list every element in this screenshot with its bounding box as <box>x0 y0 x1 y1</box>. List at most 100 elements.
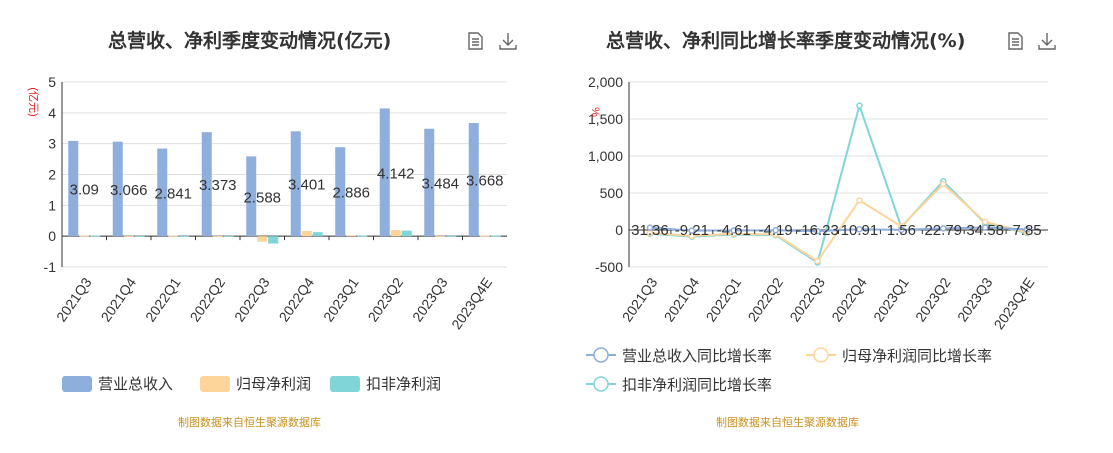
x-tick-label: 2023Q3 <box>409 274 451 324</box>
x-tick-label: 2021Q4 <box>661 274 703 324</box>
bar-3 <box>401 230 412 237</box>
x-tick-label: 2021Q3 <box>53 274 95 324</box>
data-point <box>814 257 821 265</box>
data-label: 4.142 <box>377 165 415 182</box>
data-label: 3.484 <box>421 175 459 192</box>
legend-swatch <box>330 376 360 392</box>
bar-3 <box>179 235 190 237</box>
data-label: 1.56 <box>887 222 916 239</box>
bar-chart: -1 0 1 2 3 4 5 (亿元) 3.09 3.066 2.841 3.373 2.588 3.40… <box>27 74 507 393</box>
download-icon[interactable] <box>1036 30 1058 52</box>
bar-1 <box>379 108 390 237</box>
data-label: 31.36 <box>631 222 669 239</box>
y-axis-label: % <box>589 107 601 117</box>
x-tick-label: 2023Q2 <box>365 274 407 324</box>
y-tick-label: 1,500 <box>588 111 623 127</box>
legend-label: 归母净利润 <box>236 376 311 393</box>
x-tick-label: 2022Q3 <box>786 274 828 324</box>
data-point <box>772 227 779 234</box>
bar-1 <box>112 141 123 237</box>
data-point <box>898 226 905 234</box>
data-point <box>646 224 654 231</box>
bar-1 <box>68 140 79 237</box>
data-point <box>856 102 863 109</box>
data-label: 7.85 <box>1012 222 1041 239</box>
bar-3 <box>90 235 101 237</box>
bar-1 <box>157 148 168 237</box>
data-label: 2.841 <box>154 185 192 202</box>
source-note: 制图数据来自恒生聚源数据库 <box>178 416 321 429</box>
x-tick-label: 2022Q1 <box>703 274 745 324</box>
growth-rate-panel: 总营收、净利同比增长率季度变动情况(%) -500 0 500 1,000 1,500 2… <box>556 0 1113 453</box>
data-label: 3.373 <box>199 177 237 194</box>
y-tick-label: 2 <box>48 167 56 183</box>
data-point <box>730 227 737 234</box>
bar-3 <box>268 236 279 244</box>
x-tick-label: 2022Q1 <box>142 274 184 324</box>
legend-label: 营业总收入 <box>98 376 173 393</box>
x-tick-label: 2023Q2 <box>912 274 954 324</box>
bar-2 <box>212 235 223 237</box>
x-tick-label: 2022Q4 <box>276 274 318 324</box>
data-label: 3.09 <box>70 182 99 199</box>
bar-3 <box>446 235 457 237</box>
data-point <box>814 227 821 235</box>
source-note: 制图数据来自恒生聚源数据库 <box>716 416 859 429</box>
y-tick-label: 4 <box>48 105 56 121</box>
legend-label: 归母净利润同比增长率 <box>842 348 992 365</box>
x-tick-label: 2023Q4E <box>990 275 1037 333</box>
bar-3 <box>357 235 368 237</box>
data-view-icon[interactable] <box>464 30 486 52</box>
x-tick-label: 2022Q3 <box>231 274 273 324</box>
bar-2 <box>435 235 446 237</box>
data-label: -9.21 <box>675 222 709 239</box>
bar-1 <box>201 132 212 237</box>
bar-2 <box>168 235 179 237</box>
bar-3 <box>490 235 501 237</box>
x-tick-label: 2021Q4 <box>98 274 140 324</box>
chart-title: 总营收、净利同比增长率季度变动情况(%) <box>606 30 966 52</box>
data-point <box>940 225 947 232</box>
bar-3 <box>312 232 323 237</box>
data-view-icon[interactable] <box>1004 30 1026 52</box>
data-label: -4.61 <box>717 222 751 239</box>
legend-swatch <box>200 376 230 392</box>
bar-1 <box>335 147 346 237</box>
data-point <box>940 180 947 188</box>
data-point <box>981 224 989 231</box>
x-tick-label: 2022Q2 <box>187 274 229 324</box>
bar-2 <box>123 235 134 237</box>
data-label: 3.668 <box>466 173 504 190</box>
bar-1 <box>290 131 301 237</box>
bar-2 <box>346 235 357 237</box>
bar-2 <box>479 235 490 237</box>
bar-2 <box>257 236 268 242</box>
bar-2 <box>390 230 401 237</box>
legend-label: 扣非净利润 <box>366 376 441 393</box>
x-tick-label: 2023Q1 <box>320 274 362 324</box>
y-tick-label: -1 <box>44 259 57 275</box>
y-tick-label: 1,000 <box>588 148 623 164</box>
x-tick-label: 2023Q1 <box>870 274 912 324</box>
legend-marker <box>593 347 609 363</box>
x-tick-label: 2021Q3 <box>619 274 661 324</box>
bar-3 <box>134 235 145 237</box>
bar-1 <box>246 156 257 237</box>
legend-marker <box>813 347 829 363</box>
bar-2 <box>79 235 90 237</box>
y-tick-label: 0 <box>615 222 623 238</box>
data-label: 22.79 <box>924 222 962 239</box>
x-tick-label: 2022Q4 <box>828 274 870 324</box>
download-icon[interactable] <box>497 30 519 52</box>
data-label: -16.23 <box>796 222 839 239</box>
revenue-profit-panel: 总营收、净利季度变动情况(亿元) -1 0 1 2 3 4 5 (亿元) 3.09 3.066 2.… <box>0 0 556 453</box>
y-tick-label: 5 <box>48 74 56 90</box>
data-label: 2.886 <box>332 185 370 202</box>
data-label: 10.91 <box>841 222 879 239</box>
y-tick-label: 500 <box>600 185 624 201</box>
y-tick-label: 2,000 <box>588 74 623 90</box>
bar-1 <box>468 123 479 237</box>
data-point <box>856 197 863 204</box>
bar-1 <box>424 128 435 237</box>
bar-3 <box>223 235 234 237</box>
